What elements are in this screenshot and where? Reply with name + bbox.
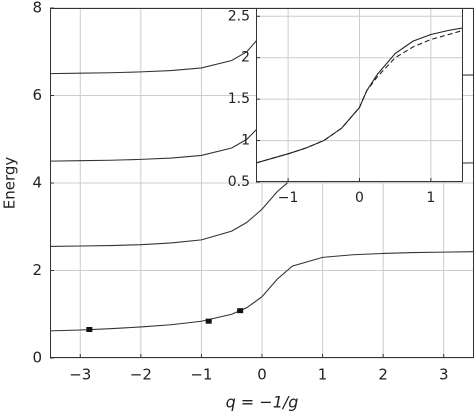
y-tick-label: 2 — [32, 261, 42, 279]
x-tick-label: 2 — [378, 366, 388, 384]
y-tick-label: 2 — [241, 50, 250, 66]
x-axis-label: q = −1/g — [226, 393, 299, 412]
data-point — [237, 308, 244, 314]
x-tick-label: −3 — [69, 366, 91, 384]
x-tick-label: 3 — [439, 366, 449, 384]
y-tick-label: 1 — [241, 133, 250, 149]
y-tick-label: 6 — [32, 86, 42, 104]
x-tick-label: 1 — [426, 190, 435, 206]
x-tick-label: 1 — [318, 366, 328, 384]
x-tick-label: −2 — [130, 366, 152, 384]
axes-frame — [256, 8, 463, 182]
plot-area — [256, 27, 463, 164]
x-tick-label: −1 — [278, 190, 299, 206]
y-tick-label: 8 — [32, 0, 42, 17]
y-tick-label: 2.5 — [228, 8, 250, 24]
x-tick-label: 0 — [355, 190, 364, 206]
y-axis-label: Energy — [1, 157, 19, 210]
x-tick-label: −1 — [190, 366, 212, 384]
data-point — [86, 327, 93, 332]
curve — [256, 29, 463, 164]
y-tick-label: 4 — [32, 174, 42, 192]
curve — [50, 251, 474, 332]
y-tick-label: 1.5 — [228, 91, 250, 107]
y-tick-label: 0.5 — [228, 174, 250, 190]
y-tick-label: 0 — [32, 349, 42, 367]
x-tick-label: 0 — [257, 366, 267, 384]
data-point — [205, 318, 212, 324]
curve — [50, 8, 282, 75]
